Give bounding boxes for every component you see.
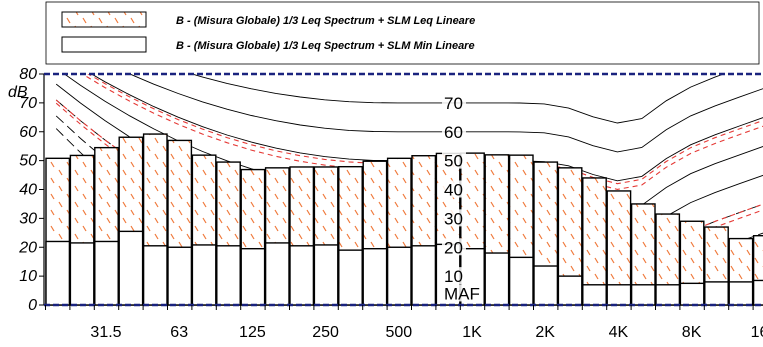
bar-min [45,240,71,306]
y-ticks: 0 10 20 30 40 50 60 70 80 [18,66,44,314]
bar-min [386,246,412,306]
x-tick-label: 125 [239,324,266,341]
bar-min [728,281,754,306]
iso-label-bg [442,151,466,169]
iso-label: 50 [444,152,463,171]
y-tick-label: 80 [19,66,37,83]
iso-label: 30 [444,209,463,228]
bar-min [655,284,681,306]
bar-leq [752,234,763,306]
x-tick-label: 63 [170,324,188,341]
legend-swatch-min [61,36,147,53]
iso-label: 70 [444,94,463,113]
bar-min [557,275,583,306]
x-tick-label: 16K [751,324,763,341]
y-tick-label: 60 [19,124,37,141]
bar-min [142,245,168,306]
bar-min [582,284,607,306]
y-tick-label: 40 [19,182,37,199]
series-min [45,230,763,306]
bar-min [752,279,763,306]
bar-min [606,284,632,306]
y-tick-label: 0 [28,297,37,314]
y-tick-label: 70 [19,95,37,112]
y-tick-label: 50 [19,153,37,170]
iso-label-bg [442,180,466,198]
x-tick-label: 8K [682,324,702,341]
bar-min [338,249,363,306]
bar-min [508,256,534,306]
x-ticks: 31.5 63 125 250 500 1K 2K 4K 8K 16K [45,305,763,341]
x-tick-label: 500 [385,324,412,341]
bar-min [191,244,217,306]
bar-min [118,230,144,306]
bar-min [411,245,437,306]
bar-min [679,282,705,306]
iso-label: 20 [444,238,463,257]
y-tick-label: 10 [19,268,37,285]
iso-label: 60 [444,123,463,142]
bar-min [289,245,315,306]
bar-min [704,281,729,306]
y-axis-unit: dB [8,84,28,101]
bar-min [167,246,193,306]
iso-label: MAF [444,284,480,303]
legend: B - (Misura Globale) 1/3 Leq Spectrum + … [45,1,760,65]
iso-label-bg [442,93,466,111]
iso-label: 10 [444,267,463,286]
legend-swatch-leq [61,11,147,28]
iso-gap [440,74,466,80]
y-tick-label: 20 [18,239,37,256]
iso-label-bg [442,284,476,302]
bar-min [264,242,290,306]
iso-label-bg [442,238,466,256]
iso-curve [190,74,725,124]
x-tick-label: 4K [609,324,629,341]
bar-min [69,242,95,306]
bar-min [484,252,510,306]
legend-label-leq: B - (Misura Globale) 1/3 Leq Spectrum + … [176,15,475,27]
x-tick-label: 250 [312,324,339,341]
legend-label-min: B - (Misura Globale) 1/3 Leq Spectrum + … [176,40,475,52]
x-tick-label: 2K [535,324,555,341]
bar-min [630,284,656,306]
y-tick-label: 30 [19,210,37,227]
iso-curve [128,74,763,153]
bar-min [362,247,388,306]
iso-label-bg [442,267,466,285]
bar-min [533,265,559,306]
bar-min [313,244,339,306]
bar-min [216,245,241,306]
x-tick-label: 31.5 [90,324,121,341]
legend-item-min: B - (Misura Globale) 1/3 Leq Spectrum + … [61,36,475,53]
bar-min [240,247,266,306]
iso-label-bg [442,209,466,227]
x-tick-label: 1K [462,324,482,341]
iso-label: 40 [444,181,463,200]
legend-item-leq: B - (Misura Globale) 1/3 Leq Spectrum + … [61,11,475,28]
bar-min [94,240,119,306]
iso-label-bg [442,122,466,140]
